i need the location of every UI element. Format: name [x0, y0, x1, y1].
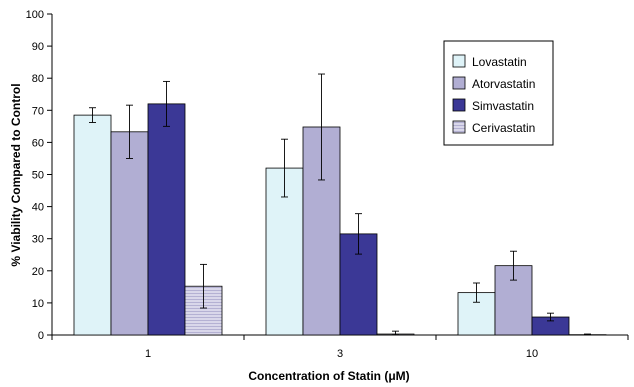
- y-axis-title: % Viability Compared to Control: [9, 83, 23, 266]
- bar: [147, 103, 186, 336]
- y-tick-label: 90: [32, 41, 44, 53]
- bars: [73, 103, 607, 336]
- legend: Lovastatin Atorvastatin Simvastatin Cerivas…: [443, 40, 554, 146]
- y-tick-label: 50: [32, 170, 44, 182]
- error-bars: [89, 73, 591, 336]
- legend-label: Cerivastatin: [472, 121, 535, 135]
- y-tick-label: 20: [32, 266, 44, 278]
- x-tick-label: 3: [337, 348, 343, 360]
- y-tick-label: 100: [26, 9, 44, 21]
- y-tick-label: 40: [32, 202, 44, 214]
- bar: [110, 131, 149, 336]
- y-tick-label: 80: [32, 73, 44, 85]
- y-tick-label: 0: [38, 330, 44, 342]
- legend-swatch: [452, 120, 466, 134]
- bar: [73, 114, 112, 336]
- y-axis: 0 10 20 30 40 50 60 70 80 90 100: [26, 9, 53, 342]
- x-axis-title: Concentration of Statin (μM): [248, 369, 409, 383]
- legend-swatch: [452, 54, 466, 68]
- legend-label: Atorvastatin: [472, 77, 535, 91]
- legend-label: Simvastatin: [472, 99, 534, 113]
- y-tick-label: 10: [32, 298, 44, 310]
- legend-swatch: [452, 76, 466, 90]
- y-tick-label: 60: [32, 137, 44, 149]
- x-tick-label: 1: [145, 348, 151, 360]
- y-tick-label: 30: [32, 234, 44, 246]
- legend-swatch: [452, 98, 466, 112]
- x-tick-label: 10: [526, 348, 538, 360]
- y-tick-label: 70: [32, 105, 44, 117]
- legend-label: Lovastatin: [472, 55, 527, 69]
- x-axis: 1 3 10: [51, 334, 629, 360]
